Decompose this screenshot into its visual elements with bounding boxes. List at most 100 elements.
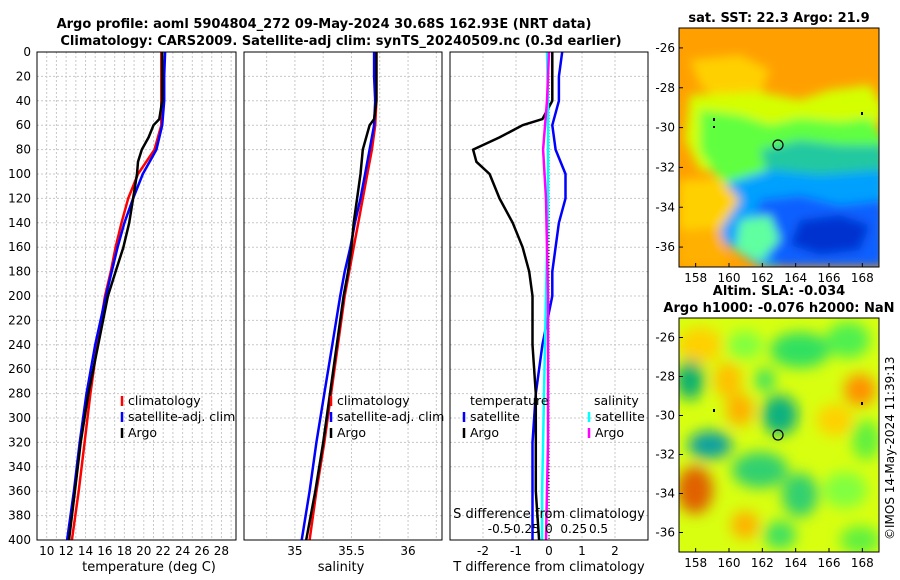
legend-satellite-label: satellite-adj. clim xyxy=(337,409,444,424)
map-xtick-label: 162 xyxy=(751,271,774,285)
temperature-lines xyxy=(65,52,167,540)
map-ytick-label: -30 xyxy=(655,409,675,423)
x-tick-label: 18 xyxy=(117,544,132,558)
top-tick-label: -0.25 xyxy=(509,522,540,536)
map-xtick-label: 168 xyxy=(851,556,874,570)
difference-axes xyxy=(449,51,649,541)
depth-tick-label: 240 xyxy=(8,338,31,352)
map-ytick-label: -26 xyxy=(655,331,675,345)
legend-argo-label: Argo xyxy=(337,425,366,440)
top-tick-label: -0.5 xyxy=(488,522,511,536)
sla-field xyxy=(679,322,879,552)
depth-tick-label: 300 xyxy=(8,411,31,425)
x-tick-label: 12 xyxy=(58,544,73,558)
series-line-argo xyxy=(67,52,164,540)
map-xtick-label: 164 xyxy=(784,271,807,285)
sst-island-marker xyxy=(713,118,715,121)
top-tick-label: 0 xyxy=(545,522,553,536)
series-line-satellite-adj-clim xyxy=(65,52,167,540)
difference-top-label: S difference from climatology xyxy=(453,507,645,522)
series-line-salinity-satellite xyxy=(540,52,550,540)
map-xtick-label: 158 xyxy=(684,556,707,570)
sla-map-title2: Argo h1000: -0.076 h2000: NaN xyxy=(663,301,894,316)
depth-tick-label: 260 xyxy=(8,362,31,376)
depth-tick-label: 100 xyxy=(8,167,31,181)
depth-tick-label: 80 xyxy=(16,143,31,157)
x-tick-label: 36 xyxy=(400,544,415,558)
map-xtick-label: 166 xyxy=(818,556,841,570)
top-tick-label: 0.5 xyxy=(589,522,608,536)
salinity-xlabel: salinity xyxy=(318,560,365,575)
depth-tick-label: 0 xyxy=(23,45,31,59)
legend-temperature-title: temperature xyxy=(470,393,549,408)
map-ytick-label: -28 xyxy=(655,370,675,384)
map-xtick-label: 164 xyxy=(784,556,807,570)
x-tick-label: 14 xyxy=(78,544,93,558)
map-ytick-label: -34 xyxy=(655,200,675,214)
depth-tick-label: 180 xyxy=(8,265,31,279)
sst-map-title: sat. SST: 22.3 Argo: 21.9 xyxy=(688,11,869,26)
depth-tick-label: 360 xyxy=(8,484,31,498)
depth-tick-label: 320 xyxy=(8,435,31,449)
map-xtick-label: 158 xyxy=(684,271,707,285)
map-ytick-label: -36 xyxy=(655,526,675,540)
map-xtick-label: 168 xyxy=(851,271,874,285)
depth-tick-label: 40 xyxy=(16,94,31,108)
map-ytick-label: -30 xyxy=(655,121,675,135)
map-ytick-label: -32 xyxy=(655,448,675,462)
x-tick-label: 0 xyxy=(545,544,553,558)
salinity-legend: climatology satellite-adj. clim Argo xyxy=(329,393,444,440)
legend-climatology-label: climatology xyxy=(128,393,201,408)
salinity-grid xyxy=(244,52,442,540)
sla-island-marker xyxy=(713,409,715,412)
sst-island-marker xyxy=(861,112,863,115)
depth-axis: 0 20 40 60 80 100 120 140 160 180 200 220 240 260 280 3… xyxy=(8,45,31,547)
legend-temp-satellite-label: satellite xyxy=(470,409,520,424)
depth-tick-label: 400 xyxy=(8,533,31,547)
depth-tick-label: 220 xyxy=(8,313,31,327)
x-tick-label: 22 xyxy=(156,544,171,558)
figure-title-line1: Argo profile: aoml 5904804_272 09-May-20… xyxy=(57,17,592,32)
sst-map-axes xyxy=(678,27,880,268)
legend-sal-satellite-label: satellite xyxy=(595,409,645,424)
sst-map-ticks: -26 -28 -30 -32 -34 -36 158 160 162 164 166 168 xyxy=(655,41,873,285)
sla-island-marker xyxy=(861,402,863,405)
difference-legend: temperature satellite Argo salinity sate… xyxy=(462,393,645,440)
legend-sal-argo-label: Argo xyxy=(595,425,624,440)
x-tick-label: 26 xyxy=(194,544,209,558)
difference-lines xyxy=(471,52,567,540)
sst-map xyxy=(679,28,879,267)
temperature-axes xyxy=(36,51,237,541)
x-tick-label: -1 xyxy=(510,544,522,558)
temperature-xticks: 10 12 14 16 18 20 22 24 26 28 xyxy=(39,544,229,558)
depth-tick-label: 20 xyxy=(16,69,31,83)
map-ytick-label: -36 xyxy=(655,240,675,254)
sst-field xyxy=(679,55,879,267)
legend-climatology-label: climatology xyxy=(337,393,410,408)
temperature-grid xyxy=(37,52,236,540)
watermark: ©IMOS 14-May-2024 11:39:13 xyxy=(883,356,897,540)
map-ytick-label: -26 xyxy=(655,41,675,55)
x-tick-label: -2 xyxy=(477,544,489,558)
depth-tick-label: 200 xyxy=(8,289,31,303)
series-line-argo xyxy=(304,52,378,540)
x-tick-label: 10 xyxy=(39,544,54,558)
map-xtick-label: 162 xyxy=(751,556,774,570)
sst-island-marker xyxy=(713,126,715,128)
sla-map xyxy=(679,318,879,552)
map-xtick-label: 160 xyxy=(718,556,741,570)
difference-top-ticks: -0.5-0.25 0 0.25 0.5 xyxy=(488,522,608,536)
x-tick-label: 20 xyxy=(136,544,151,558)
temperature-legend: climatology satellite-adj. clim Argo xyxy=(120,393,235,440)
depth-tick-label: 120 xyxy=(8,191,31,205)
x-tick-label: 1 xyxy=(578,544,586,558)
legend-argo-label: Argo xyxy=(128,425,157,440)
map-xtick-label: 166 xyxy=(818,271,841,285)
depth-tick-label: 60 xyxy=(16,118,31,132)
depth-tick-label: 280 xyxy=(8,387,31,401)
sla-map-axes xyxy=(678,317,880,553)
map-xtick-label: 160 xyxy=(718,271,741,285)
salinity-lines xyxy=(300,52,378,540)
sla-map-ticks: -26 -28 -30 -32 -34 -36 158 160 162 164 166 168 xyxy=(655,331,873,571)
